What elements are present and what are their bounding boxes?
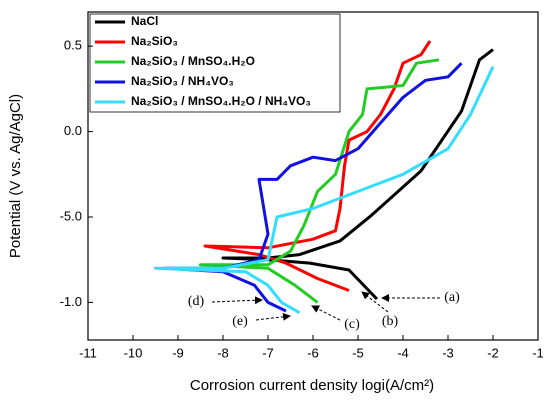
x-axis-label: Corrosion current density logi(A/cm²) bbox=[190, 377, 434, 394]
annotation: (d) bbox=[188, 294, 205, 309]
x-tick-label: -2 bbox=[487, 345, 499, 360]
x-tick-label: -9 bbox=[172, 345, 184, 360]
y-axis-label: Potential (V vs. Ag/AgCl) bbox=[7, 94, 24, 258]
legend-label: Na₂SiO₃ / MnSO₄.H₂O bbox=[131, 54, 255, 68]
legend-label: Na₂SiO₃ / NH₄VO₃ bbox=[131, 74, 234, 88]
x-tick-label: -10 bbox=[124, 345, 143, 360]
x-tick-label: -11 bbox=[79, 345, 97, 360]
legend-label: Na₂SiO₃ / MnSO₄.H₂O / NH₄VO₃ bbox=[131, 94, 311, 108]
series-line bbox=[221, 48, 494, 301]
series-line bbox=[154, 66, 495, 315]
arrow bbox=[255, 312, 291, 321]
y-tick-label: 0.0 bbox=[64, 123, 82, 138]
x-tick-label: -8 bbox=[217, 345, 229, 360]
arrow bbox=[361, 291, 389, 313]
x-tick-label: -7 bbox=[262, 345, 274, 360]
annotation: (e) bbox=[232, 314, 248, 329]
annotation: (b) bbox=[382, 314, 399, 329]
y-tick-label: -5.0 bbox=[60, 208, 82, 223]
annotation: (c) bbox=[344, 317, 360, 332]
series-line bbox=[199, 58, 440, 304]
x-tick-label: -4 bbox=[397, 345, 409, 360]
legend-box bbox=[89, 13, 341, 113]
x-tick-label: -5 bbox=[352, 345, 364, 360]
arrow bbox=[311, 305, 341, 321]
x-tick-label: -3 bbox=[442, 345, 454, 360]
x-tick-label: -6 bbox=[307, 345, 319, 360]
arrows bbox=[211, 291, 440, 321]
y-tick-label: -1.0 bbox=[60, 294, 82, 309]
annotation: (a) bbox=[444, 290, 460, 305]
legend-label: Na₂SiO₃ bbox=[131, 34, 178, 48]
x-tick-label: -1 bbox=[532, 345, 544, 360]
legend-label: NaCl bbox=[131, 14, 158, 28]
y-tick-label: 0.5 bbox=[64, 38, 82, 53]
arrow bbox=[211, 296, 263, 305]
